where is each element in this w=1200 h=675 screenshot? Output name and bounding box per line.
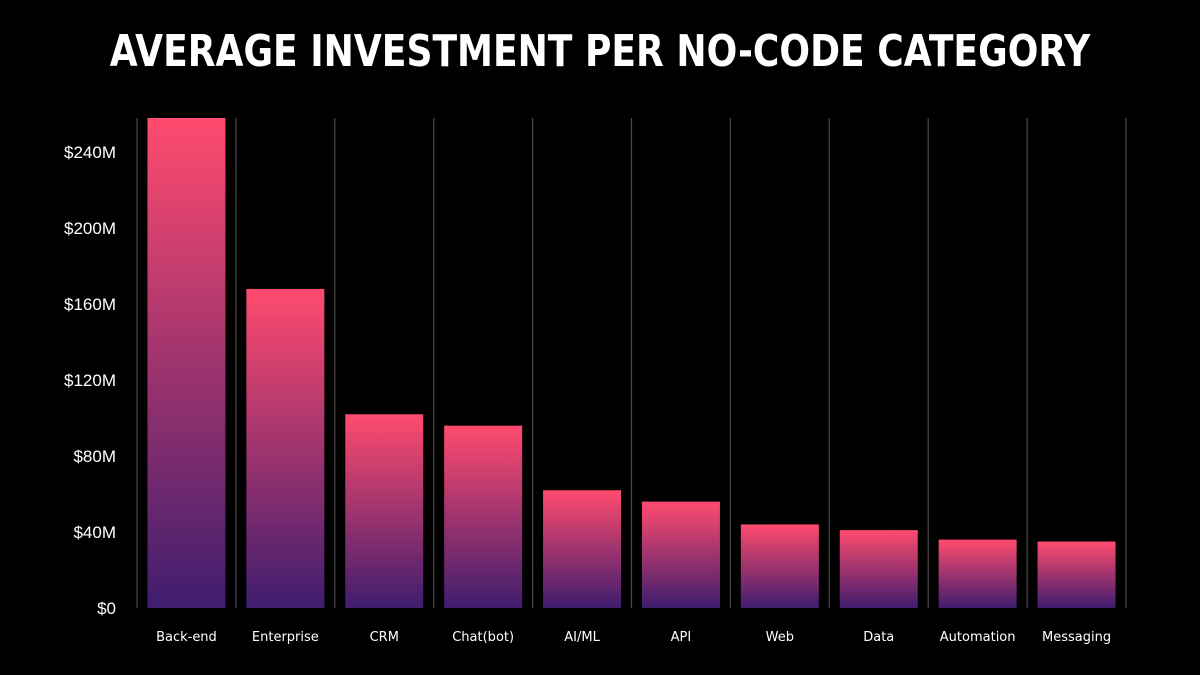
bar-messaging — [1037, 541, 1116, 608]
y-tick-label: $200M — [64, 219, 116, 238]
x-category-label: Enterprise — [252, 630, 319, 645]
x-category-label: Automation — [940, 630, 1016, 645]
bar-automation — [938, 539, 1017, 608]
y-tick-label: $240M — [64, 143, 116, 162]
y-tick-label: $40M — [73, 523, 116, 542]
x-category-label: Chat(bot) — [452, 630, 514, 645]
x-category-label: Web — [766, 630, 794, 645]
y-tick-label: $120M — [64, 371, 116, 390]
bar-crm — [345, 414, 424, 608]
y-tick-label: $0 — [97, 599, 116, 618]
bar-chat-bot — [444, 425, 523, 608]
x-axis-categories: Back-end Enterprise CRM Chat(bot) AI/ML API We… — [156, 630, 1111, 645]
y-tick-label: $80M — [73, 447, 116, 466]
x-category-label: API — [671, 630, 692, 645]
x-category-label: AI/ML — [564, 630, 600, 645]
x-category-label: Back-end — [156, 630, 217, 645]
bar-ai-ml — [543, 490, 622, 608]
x-category-label: CRM — [370, 630, 399, 645]
x-category-label: Messaging — [1042, 630, 1111, 645]
y-tick-label: $160M — [64, 295, 116, 314]
bar-data — [839, 530, 918, 608]
x-category-label: Data — [863, 630, 894, 645]
bar-api — [641, 501, 720, 608]
y-axis-ticks: $0 $40M $80M $120M $160M $200M $240M — [64, 143, 116, 618]
bar-back-end — [147, 118, 226, 608]
bar-enterprise — [246, 288, 325, 608]
grid-lines — [136, 118, 1127, 608]
bar-web — [740, 524, 819, 608]
chart-title: AVERAGE INVESTMENT PER NO-CODE CATEGORY — [109, 26, 1091, 77]
bars — [147, 118, 1116, 608]
